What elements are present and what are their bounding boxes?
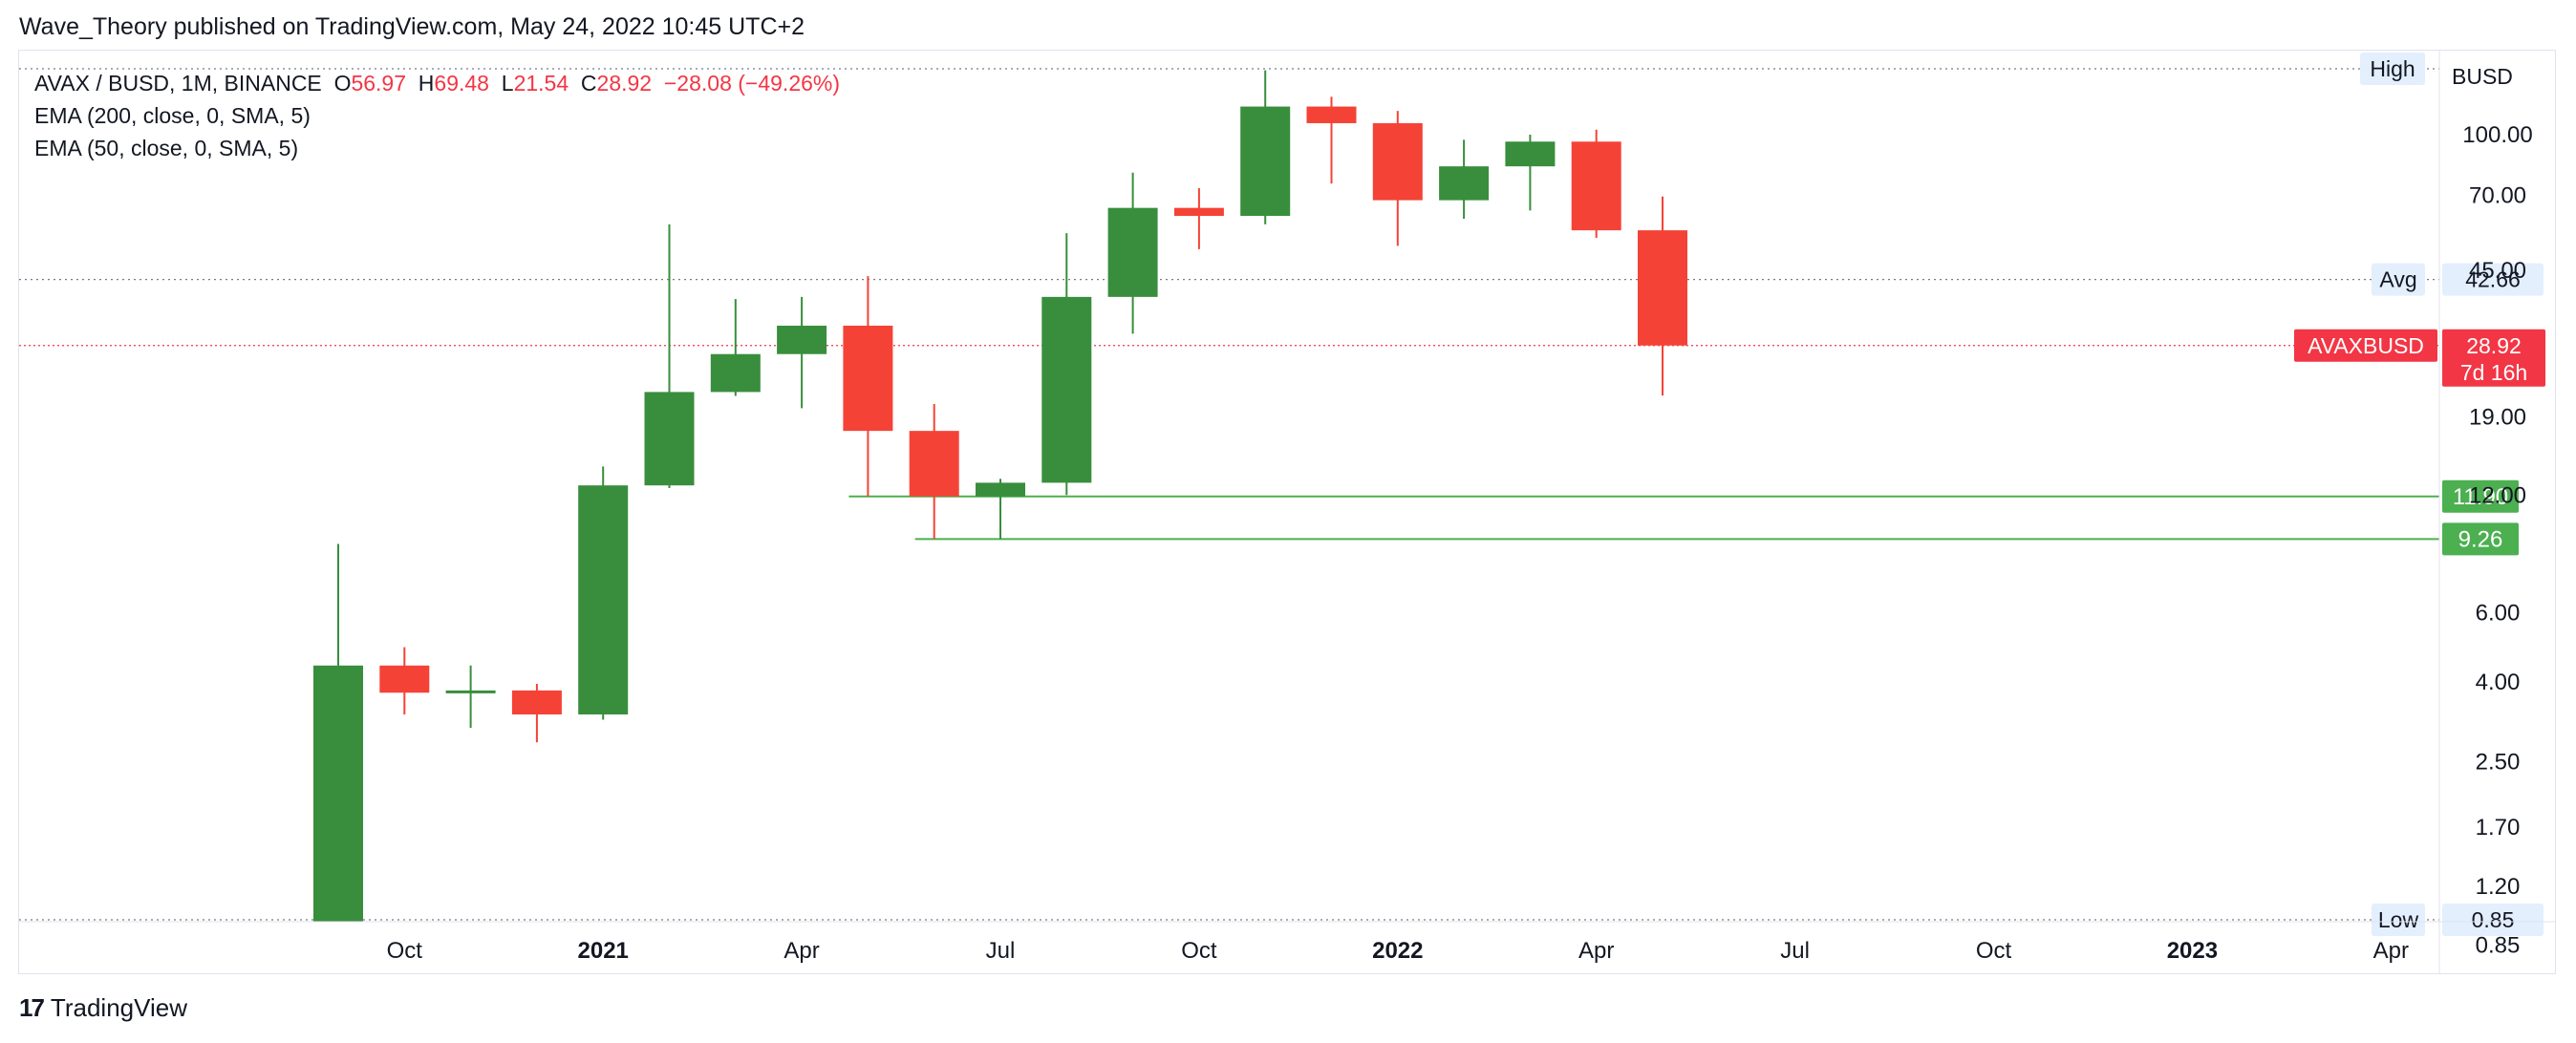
horizontal-levels: 11.90 9.26 [848, 479, 2519, 556]
support-price-bg [2442, 479, 2519, 513]
candle-body [777, 325, 827, 354]
legend-close-label: C [580, 71, 597, 96]
tradingview-logo-icon: 17 [19, 993, 45, 1022]
price-tick-label: 100.00 [2462, 122, 2532, 148]
candle-body [511, 690, 562, 714]
time-tick-label: Oct [1976, 938, 2012, 964]
candle-body [1505, 141, 1556, 167]
price-tick-label: 6.00 [2476, 601, 2521, 627]
reference-price-low: 0.85 [2472, 907, 2515, 932]
last-price-symbol-bg [2294, 329, 2437, 362]
last-price-symbol: AVAXBUSD [2308, 333, 2424, 358]
publish-line: Wave_Theory published on TradingView.com… [19, 13, 805, 40]
candle-body [313, 665, 363, 922]
reference-label-avg: Avg [2379, 267, 2416, 292]
legend-low-label: L [501, 71, 514, 96]
price-tick-label-partial: 45.00 [2469, 258, 2526, 284]
price-tick-label: 70.00 [2469, 182, 2526, 208]
reference-label-bg-high [2360, 53, 2425, 85]
time-tick-label: 2021 [578, 938, 629, 964]
candle-body [644, 392, 695, 486]
candle-body [1107, 207, 1158, 297]
candle-body [445, 690, 496, 693]
price-axis-unit: BUSD [2452, 64, 2513, 89]
reference-price-bg-low [2442, 904, 2544, 936]
price-tick-label-partial: 12.00 [2469, 482, 2526, 508]
legend-indicator-ema200[interactable]: EMA (200, close, 0, SMA, 5) [34, 103, 311, 128]
legend-high-value: 69.48 [434, 71, 489, 96]
legend-symbol-row: AVAX / BUSD, 1M, BINANCE O56.97 H69.48 L… [34, 67, 840, 99]
legend-open-label: O [333, 71, 352, 96]
time-tick-label: Apr [1578, 938, 1614, 964]
candle-body [379, 665, 430, 693]
last-price-countdown: 7d 16h [2460, 360, 2527, 385]
support-price-label: 9.26 [2458, 526, 2503, 552]
candle-body [710, 353, 761, 393]
time-tick-label: Apr [784, 938, 819, 964]
candle-body [976, 482, 1025, 497]
reference-label-bg-low [2372, 904, 2425, 936]
tradingview-logo-text: TradingView [50, 993, 187, 1022]
candle-body [1306, 106, 1357, 123]
legend-high-label: H [418, 71, 435, 96]
candle-body [909, 431, 959, 497]
reference-price-bg-avg [2442, 263, 2544, 296]
legend-symbol[interactable]: AVAX / BUSD, 1M, BINANCE [34, 71, 322, 96]
candle-body [1638, 230, 1687, 346]
candle-body [1372, 122, 1423, 201]
time-tick-label: 2022 [1372, 938, 1423, 964]
chart-legend: AVAX / BUSD, 1M, BINANCE O56.97 H69.48 L… [34, 67, 840, 164]
last-price-bg [2442, 329, 2545, 387]
candle-body [1240, 106, 1291, 217]
candle-body [578, 485, 629, 714]
price-tick-label: 4.00 [2476, 670, 2521, 695]
candles [313, 70, 1687, 922]
chart-frame [18, 50, 2556, 974]
price-tick-label-partial: 0.85 [2476, 932, 2521, 958]
time-tick-label: Oct [387, 938, 423, 964]
time-tick-label: Jul [1780, 938, 1810, 964]
time-tick-label: 2023 [2167, 938, 2218, 964]
legend-open-value: 56.97 [351, 71, 407, 96]
price-tick-label: 19.00 [2469, 405, 2526, 431]
candle-body [1571, 141, 1621, 231]
candle-body [1439, 166, 1490, 201]
price-tick-label: 1.70 [2476, 815, 2521, 841]
candle-body [1173, 207, 1224, 217]
candle-body [1041, 296, 1092, 483]
legend-low-value: 21.54 [513, 71, 569, 96]
reference-label-low: Low [2378, 907, 2419, 932]
price-tick-label: 1.20 [2476, 874, 2521, 900]
candle-body [843, 325, 893, 432]
tradingview-logo[interactable]: 17 TradingView [19, 993, 187, 1023]
reference-label-high: High [2370, 56, 2415, 81]
price-tick-label: 2.50 [2476, 749, 2521, 775]
time-tick-label: Apr [2373, 938, 2409, 964]
reference-price-avg: 42.66 [2465, 267, 2521, 292]
legend-change: −28.08 (−49.26%) [663, 71, 841, 96]
price-axis: BUSD 100.00 70.00 19.00 6.00 4.00 2.50 1.70 1.20… [2438, 50, 2533, 974]
support-price-label: 11.90 [2453, 484, 2508, 510]
time-tick-label: Jul [986, 938, 1016, 964]
time-tick-label: Oct [1181, 938, 1217, 964]
time-axis: Oct 2021 Apr Jul Oct 2022 Apr Jul Oct 2023 Apr [19, 921, 2556, 964]
support-price-bg [2442, 522, 2519, 556]
last-price-value: 28.92 [2466, 333, 2522, 358]
legend-close-value: 28.92 [596, 71, 653, 96]
legend-indicator-ema50[interactable]: EMA (50, close, 0, SMA, 5) [34, 136, 299, 160]
reference-label-bg-avg [2372, 263, 2425, 296]
